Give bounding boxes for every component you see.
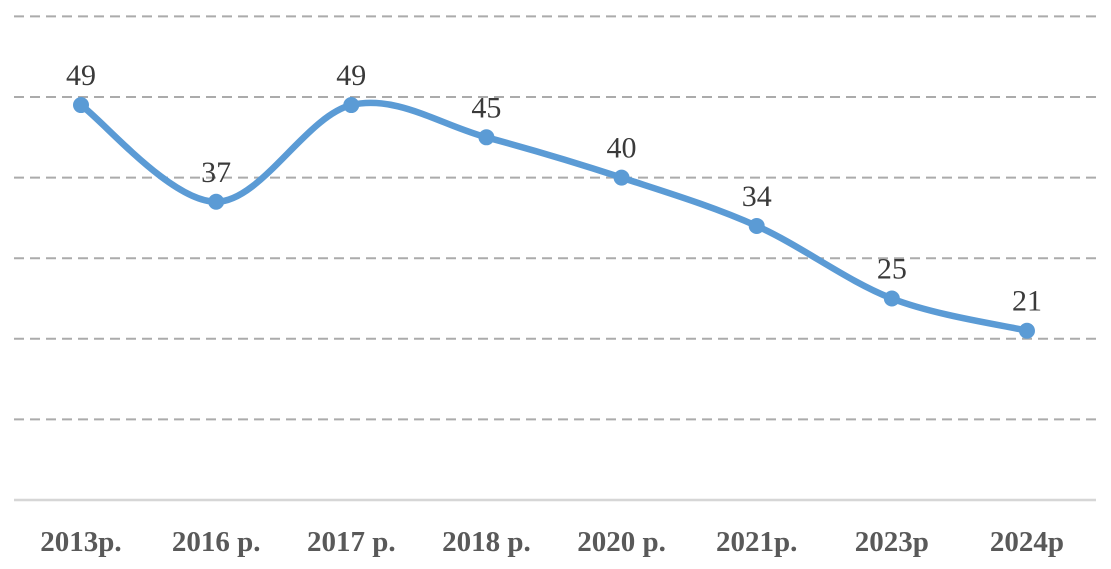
x-axis-label: 2016 p. [172,526,261,558]
data-label: 37 [201,156,231,189]
data-label: 25 [877,253,907,286]
data-point-marker [1018,322,1035,339]
data-label: 45 [471,91,501,124]
x-axis-label: 2018 p. [442,526,531,558]
data-point-marker [613,169,630,186]
x-axis-label: 2013p. [40,526,121,558]
data-label: 49 [66,59,96,92]
x-axis-label: 2017 p. [307,526,396,558]
data-label: 40 [607,132,637,165]
data-point-marker [73,97,89,114]
x-axis-label: 2020 p. [577,526,666,558]
data-point-marker [478,129,495,146]
data-point-marker [208,193,225,210]
x-axis-label: 2023p [855,526,929,558]
data-label: 21 [1012,285,1042,318]
data-point-marker [343,97,360,114]
data-point-marker [748,217,765,234]
x-axis-label: 2024p [990,526,1064,558]
data-label: 34 [742,180,772,213]
data-point-marker [883,290,900,307]
x-axis-label: 2021p. [716,526,797,558]
data-label: 49 [336,59,366,92]
